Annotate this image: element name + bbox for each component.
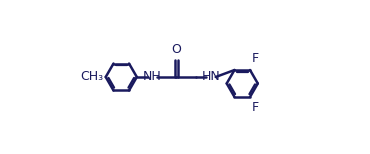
- Text: F: F: [252, 52, 259, 65]
- Text: HN: HN: [202, 71, 220, 83]
- Text: F: F: [252, 101, 259, 114]
- Text: CH₃: CH₃: [80, 71, 104, 83]
- Text: O: O: [171, 43, 181, 56]
- Text: NH: NH: [143, 71, 162, 83]
